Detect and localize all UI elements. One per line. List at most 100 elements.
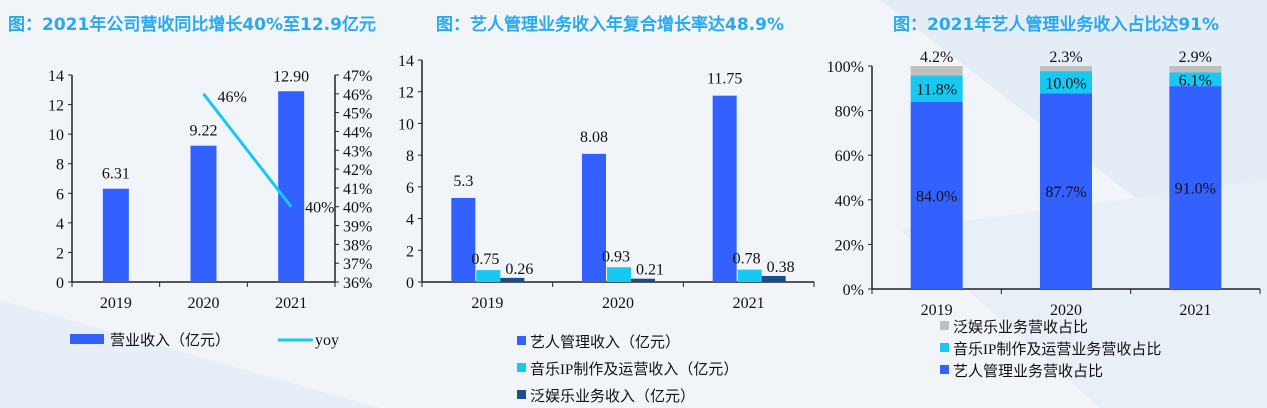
chart1-y2-tick-label: 38% (343, 237, 372, 254)
chart3-legend-swatch (940, 365, 949, 374)
chart3-x-tick-label: 2021 (1179, 302, 1211, 319)
chart1-line-label: 40% (305, 200, 334, 217)
chart1-y-tick-label: 14 (48, 68, 64, 85)
chart3-legend-swatch (940, 321, 949, 330)
chart2-x-tick-label: 2021 (733, 295, 765, 312)
chart1-bar-label: 12.90 (273, 68, 309, 85)
chart3-segment-label: 2.9% (1179, 49, 1212, 66)
chart2-bar-label: 0.21 (636, 262, 664, 279)
chart1-y2-tick-label: 36% (343, 275, 372, 292)
chart3-y-tick-label: 100% (827, 59, 864, 76)
chart1-y2-tick-label: 47% (343, 68, 372, 85)
chart3-y-tick-label: 60% (835, 148, 864, 165)
chart2-legend-label: 音乐IP制作及运营收入（亿元） (530, 361, 738, 378)
chart3-x-tick-label: 2020 (1050, 302, 1082, 319)
chart2-bar-entertainment (761, 275, 786, 282)
chart3-legend-label: 泛娱乐业务营收占比 (953, 319, 1088, 336)
chart2-legend-swatch (517, 390, 526, 399)
chart2-y-tick-label: 14 (398, 53, 414, 70)
chart1-y2-tick-label: 43% (343, 143, 372, 160)
chart2-x-tick-label: 2020 (602, 295, 634, 312)
chart1-y-tick-label: 4 (56, 216, 64, 233)
chart1-y-tick-label: 6 (56, 186, 64, 203)
chart3-bar-segment-music (1040, 71, 1092, 94)
chart1-y-tick-label: 0 (56, 275, 64, 292)
chart2-bar-artist (712, 95, 737, 282)
chart1-bar-revenue (278, 91, 305, 282)
chart3-legend-label: 艺人管理业务营收占比 (953, 363, 1103, 380)
chart3-title: 图：2021年艺人管理业务收入占比达91% (893, 15, 1220, 35)
chart1-bar-label: 6.31 (102, 166, 130, 183)
chart1-yoy-line (202, 92, 293, 208)
chart3-y-tick-label: 80% (835, 104, 864, 121)
chart1-y-tick-label: 2 (56, 245, 64, 262)
chart1-y2-tick-label: 41% (343, 181, 372, 198)
chart2-bar-label: 8.08 (580, 129, 608, 146)
chart2-bar-label: 0.75 (471, 251, 499, 268)
chart2-legend-label: 艺人管理收入（亿元） (530, 334, 680, 351)
chart2-bar-label: 0.93 (602, 248, 630, 265)
chart1-bar-revenue (190, 145, 217, 282)
chart1-y-tick-label: 10 (48, 127, 64, 144)
chart3-segment-label: 4.2% (920, 49, 953, 66)
chart2-bar-label: 5.3 (453, 173, 473, 190)
chart1-legend-swatch-revenue (70, 334, 104, 344)
chart2-y-tick-label: 6 (406, 180, 414, 197)
chart3-y-tick-label: 0% (843, 282, 864, 299)
chart2-bar-label: 0.38 (767, 259, 795, 276)
chart2-bar-label: 0.26 (505, 261, 533, 278)
chart3-legend-label: 音乐IP制作及运营业务营收占比 (953, 341, 1161, 358)
chart3-bar-segment-music (910, 75, 963, 102)
chart2-bar-music (607, 267, 631, 282)
chart3-segment-label: 6.1% (1179, 72, 1212, 89)
chart2-y-tick-label: 10 (398, 116, 414, 133)
chart2-y-tick-label: 4 (406, 212, 414, 229)
chart1-y2-tick-label: 46% (343, 87, 372, 104)
chart2-y-tick-label: 2 (406, 243, 414, 260)
chart3-bar-segment-entertainment (1040, 66, 1092, 72)
chart2-title: 图：艺人管理业务收入年复合增长率达48.9% (436, 15, 784, 35)
chart2-bar-music (737, 269, 762, 282)
chart2-y-tick-label: 0 (406, 275, 414, 292)
chart2-bar-artist (451, 197, 476, 282)
chart3-bar-segment-artist (910, 101, 963, 290)
chart2-bar-entertainment (500, 277, 525, 282)
chart1-y-tick-label: 8 (56, 157, 64, 174)
chart1-legend-label: yoy (315, 332, 339, 349)
chart1-y2-tick-label: 45% (343, 106, 372, 123)
chart3-x-tick-label: 2019 (921, 302, 953, 319)
chart2-y-tick-label: 8 (406, 148, 414, 165)
chart1-y2-tick-label: 40% (343, 200, 372, 217)
chart1-x-tick-label: 2020 (188, 295, 220, 312)
chart1-y2-tick-label: 44% (343, 124, 372, 141)
chart1-legend-label: 营业收入（亿元） (110, 332, 230, 349)
chart3-segment-label: 84.0% (916, 188, 957, 205)
chart2-bar-music (476, 270, 501, 282)
chart3-bar-segment-entertainment (910, 66, 963, 76)
chart2-bar-label: 0.78 (733, 251, 761, 268)
chart1-x-tick-label: 2021 (275, 295, 307, 312)
chart1-x-tick-label: 2019 (100, 295, 132, 312)
chart1-y2-tick-label: 42% (343, 162, 372, 179)
chart2-legend-swatch (517, 336, 526, 345)
chart3-y-tick-label: 20% (835, 237, 864, 254)
chart3-bar-segment-entertainment (1169, 66, 1222, 73)
chart1-y2-tick-label: 39% (343, 219, 372, 236)
chart2-x-tick-label: 2019 (471, 295, 503, 312)
chart3-segment-label: 87.7% (1045, 184, 1086, 201)
chart2-bar-label: 11.75 (707, 71, 742, 88)
chart3-y-tick-label: 40% (835, 193, 864, 210)
chart2-y-tick-label: 12 (398, 85, 414, 102)
chart1-line-label: 46% (218, 89, 247, 106)
chart3-legend-swatch (940, 343, 949, 352)
chart2-bar-artist (582, 153, 606, 282)
chart3-segment-label: 10.0% (1045, 75, 1086, 92)
chart2-bar-entertainment (631, 278, 655, 282)
chart3-segment-label: 2.3% (1049, 49, 1082, 66)
chart1-bar-revenue (102, 188, 129, 282)
chart2-legend-swatch (517, 363, 526, 372)
chart2-legend-label: 泛娱乐业务收入（亿元） (530, 388, 695, 405)
chart3-bar-segment-artist (1040, 93, 1092, 289)
chart3-segment-label: 11.8% (916, 82, 957, 99)
